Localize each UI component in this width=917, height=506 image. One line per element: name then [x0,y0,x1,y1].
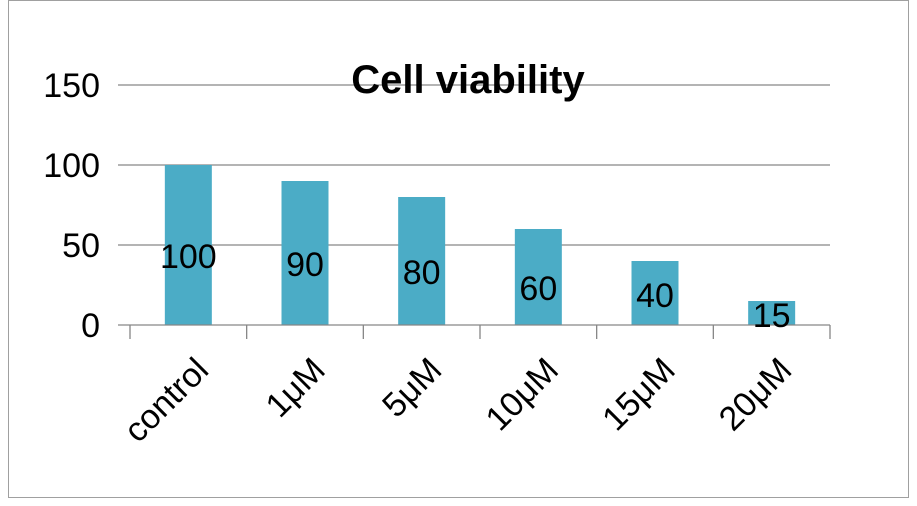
x-tick-label: 20μM [712,351,799,438]
data-label: 60 [519,270,557,308]
bar-1 [281,181,329,325]
data-label: 80 [403,254,441,292]
data-label: 40 [636,277,674,315]
y-tick-label: 150 [43,67,100,105]
chart-frame [8,0,909,498]
x-tick-label: control [117,351,216,450]
x-tick-label: 10μM [478,351,565,438]
data-labels: 100 90 80 60 40 15 [160,238,791,335]
y-tick-label: 100 [43,147,100,185]
y-axis-tick-labels: 0 50 100 150 [43,67,100,345]
x-tick-label: 15μM [595,351,682,438]
x-tick-label: 1μM [259,351,333,425]
gridlines [118,84,830,246]
y-tick-label: 0 [81,307,100,345]
data-label: 90 [286,246,324,284]
x-axis-category-labels: control 1μM 5μM 10μM 15μM 20μM [117,351,799,450]
y-tick-label: 50 [62,227,100,265]
x-tick-label: 5μM [375,351,449,425]
bar-5 [748,301,796,325]
bar-0 [164,165,212,325]
chart-title: Cell viability [351,58,585,102]
data-label: 100 [160,238,217,276]
data-label: 15 [753,297,791,335]
bar-3 [514,229,562,325]
x-axis [118,324,831,339]
bar-2 [398,197,446,325]
bar-4 [631,261,679,325]
bars [164,165,796,325]
